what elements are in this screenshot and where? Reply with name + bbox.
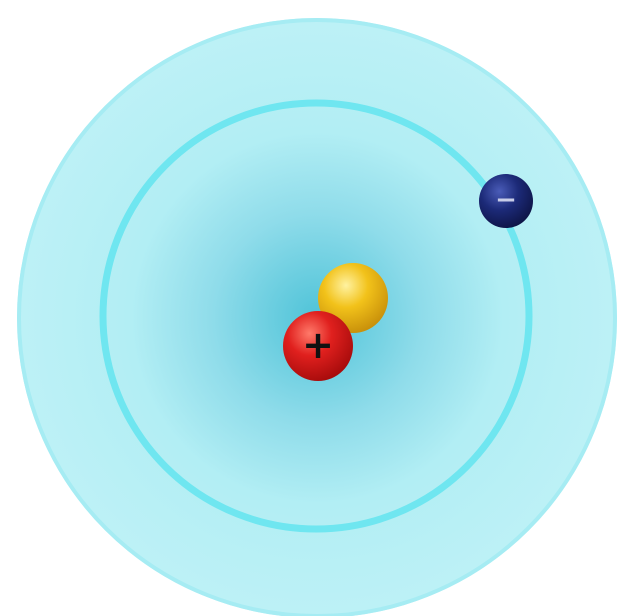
electron-charge-symbol: − (495, 185, 517, 215)
proton: + (283, 311, 353, 381)
neutron (318, 263, 388, 333)
electron-orbit-ring (99, 99, 533, 533)
electron: − (479, 174, 533, 228)
proton-charge-symbol: + (302, 323, 334, 367)
cloud-outer-edge (17, 18, 617, 616)
